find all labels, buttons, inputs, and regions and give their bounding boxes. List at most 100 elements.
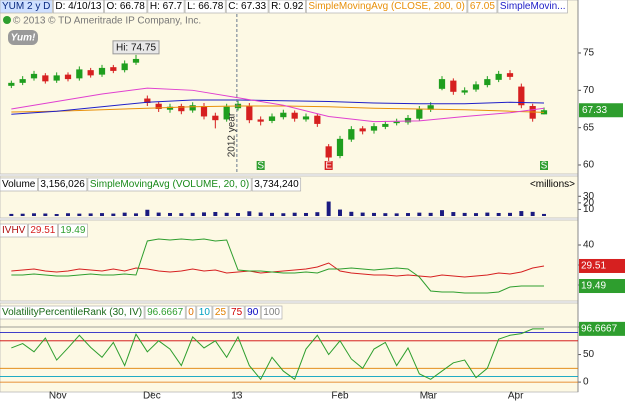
info-icon [3, 16, 11, 24]
candle-body [314, 115, 321, 124]
header-row: YUM 2 y D D: 4/10/13 O: 66.78 H: 67.7 L: 66.… [0, 0, 568, 14]
y-tick-label: 50 [583, 349, 595, 360]
study-value: 67.05 [470, 1, 495, 12]
quote-field-box [268, 0, 306, 14]
volume-bar [519, 211, 524, 216]
quote-field: C: 67.33 [228, 1, 266, 12]
candle-body [110, 67, 117, 71]
volume-bar [485, 212, 490, 216]
level-label-box [212, 305, 229, 320]
volume-bar [394, 213, 399, 216]
panel-title: VolatilityPercentileRank (30, IV) [2, 307, 142, 318]
volume-bar [372, 212, 376, 216]
volume-bar [145, 209, 150, 216]
candle-body [64, 74, 72, 80]
y-tick-label: 40 [583, 240, 595, 251]
volume-bar [202, 212, 206, 216]
x-tick-label: 13 [231, 391, 243, 401]
panel-title: IVHV [2, 225, 26, 236]
symbol: YUM 2 y D [2, 1, 50, 12]
y-tick-label: 65 [583, 122, 595, 133]
level-label: 10 [199, 307, 211, 318]
candle-body [246, 105, 253, 121]
level-label: 90 [247, 307, 259, 318]
x-tick-label: Nov [49, 391, 67, 401]
volume-bar [451, 212, 456, 216]
volume-bar [530, 211, 535, 216]
value-tag [579, 279, 625, 294]
volume-bar [179, 213, 184, 216]
candle-body [19, 79, 26, 83]
volume-bar [20, 213, 25, 216]
series-value: 19.49 [60, 225, 85, 236]
candle-body [87, 70, 94, 76]
volume-bar [440, 210, 444, 216]
candle-body [189, 105, 196, 111]
volume-bar [258, 212, 263, 216]
volume-bar [9, 213, 14, 216]
study-line [11, 105, 545, 113]
volume-bar [270, 212, 274, 216]
study-name-box [305, 0, 468, 14]
candle-body [280, 112, 287, 118]
panel-title: Volume [2, 179, 36, 190]
candle-body [506, 73, 514, 77]
level-label: 75 [231, 307, 243, 318]
volume-bar [349, 211, 354, 216]
candle-body [404, 117, 412, 123]
volume-bar [428, 212, 433, 216]
series-value: 29.51 [30, 225, 55, 236]
level-label-box [260, 305, 283, 320]
high-annotation-box [112, 40, 160, 55]
x-tick-label: Feb [331, 391, 349, 401]
level-label-box [244, 305, 261, 320]
candle-body [98, 67, 106, 75]
quote-field-box [104, 0, 148, 14]
volume-bar [66, 213, 70, 216]
study-value-box [467, 0, 498, 14]
value-tag [579, 258, 625, 273]
volume-bar [474, 213, 478, 216]
candle-body [144, 98, 151, 104]
volume-bar [383, 213, 388, 216]
price-tag [579, 103, 623, 118]
event-marker [540, 161, 548, 170]
study-name: SimpleMovin... [500, 1, 566, 12]
x-tick-label: Dec [143, 391, 161, 401]
header-row: IVHV 29.51 19.49 [0, 223, 88, 238]
value-tag-label: 29.51 [581, 261, 606, 272]
level-label-box [196, 305, 213, 320]
candle-body [121, 63, 128, 71]
panel-title-box [0, 223, 28, 238]
candle-body [212, 115, 219, 121]
header-row: Volume 3,156,026 SimpleMovingAvg (VOLUME, … [0, 177, 302, 192]
logo-box [8, 30, 38, 45]
value-tag-label: 96.6667 [581, 324, 618, 335]
quote-field-box [52, 0, 104, 14]
candle-body [268, 116, 276, 121]
volume-bar [326, 201, 331, 216]
candle-body [370, 126, 378, 131]
volume-bar [111, 213, 116, 216]
series-line [11, 262, 545, 278]
volume-bar [100, 213, 104, 216]
panel-background [0, 219, 579, 302]
event-marker-label: S [257, 161, 264, 172]
quote-field: O: 66.78 [107, 1, 146, 12]
panel-value-box [38, 177, 88, 192]
candle-body [416, 108, 423, 119]
symbol-box [0, 0, 53, 14]
quote-field: H: 67.7 [150, 1, 183, 12]
candle-body [166, 106, 174, 110]
candle-body [42, 75, 49, 82]
study-name: SimpleMovingAvg (CLOSE, 200, 0) [308, 1, 465, 12]
study-name-box [497, 0, 568, 14]
candle-body [336, 138, 344, 157]
quote-field-box [184, 0, 226, 14]
study-value-box [251, 177, 302, 192]
level-label-box [228, 305, 245, 320]
candle-body [393, 121, 400, 124]
study-name-box [87, 177, 252, 192]
